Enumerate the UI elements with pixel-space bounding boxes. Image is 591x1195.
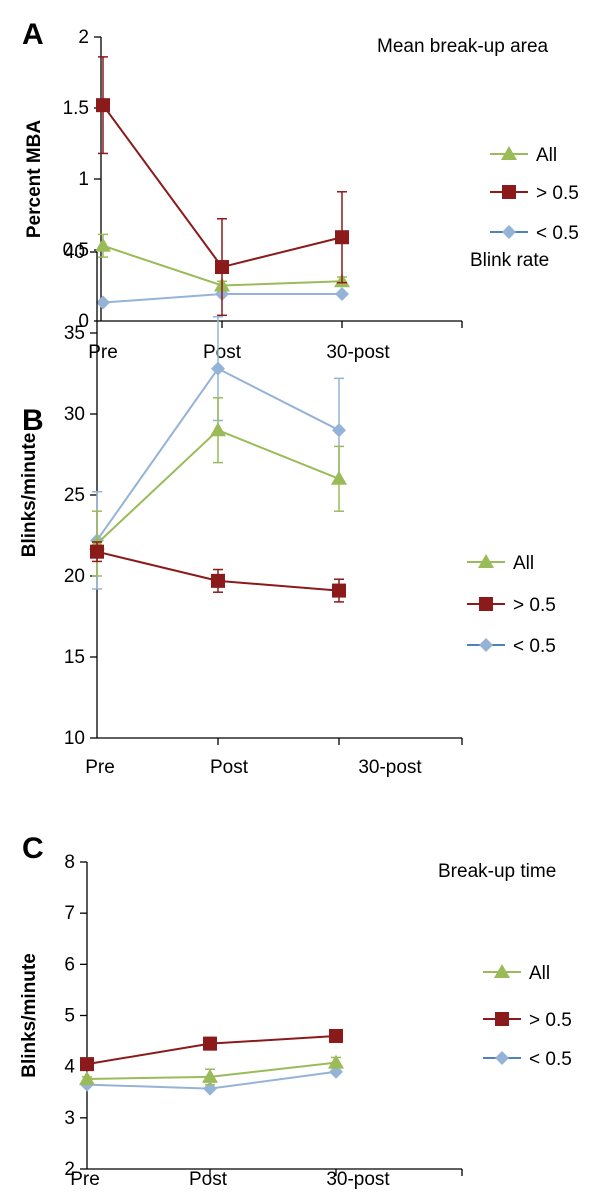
y-tick-label: 8 xyxy=(64,852,75,873)
panel-letter: B xyxy=(22,404,44,437)
legend-marker xyxy=(501,146,517,160)
legend-marker xyxy=(502,225,516,239)
data-point xyxy=(80,1057,94,1072)
data-point xyxy=(332,423,346,438)
y-tick-label: 1 xyxy=(78,169,89,190)
panel-letter: A xyxy=(22,18,44,51)
y-axis-label: Blinks/minute xyxy=(19,953,40,1078)
data-point xyxy=(202,1068,218,1083)
x-tick-label: Post xyxy=(210,757,249,778)
y-tick-label: 25 xyxy=(64,485,85,506)
data-point xyxy=(95,237,111,252)
legend-label: < 0.5 xyxy=(529,1049,572,1070)
y-axis-label: Percent MBA xyxy=(24,120,45,239)
legend-label: > 0.5 xyxy=(513,595,556,616)
y-axis-label: Blinks/minute xyxy=(19,433,40,558)
legend: All > 0.5 < 0.5 xyxy=(467,553,556,657)
x-tick-label: 30-post xyxy=(326,1169,390,1190)
y-tick-label: 2 xyxy=(64,1159,75,1180)
x-tick-label: Pre xyxy=(88,342,118,363)
legend: All > 0.5 < 0.5 xyxy=(483,963,572,1070)
y-tick-label: 5 xyxy=(64,1006,75,1027)
legend-marker xyxy=(494,964,510,978)
chart-panel-a: A Mean break-up area Percent MBA 0 0.5 1 1.5 2 P… xyxy=(22,18,579,363)
y-tick-label: 4 xyxy=(64,1057,75,1078)
series-gt-0-5 xyxy=(80,1028,343,1072)
x-tick-label: Post xyxy=(203,342,242,363)
y-tick-label: 7 xyxy=(64,903,75,924)
panel-letter: C xyxy=(22,832,44,865)
y-tick-label: 3 xyxy=(64,1108,75,1129)
y-tick-label: 35 xyxy=(64,323,85,344)
legend-label: < 0.5 xyxy=(513,636,556,657)
y-tick-label: 0.5 xyxy=(63,240,89,261)
y-tick-label: 0 xyxy=(78,311,89,332)
chart-panel-c: C Break-up time Blinks/minute 2 3 4 5 6 7 8 Pre Pos… xyxy=(19,832,572,1190)
data-point xyxy=(332,583,346,598)
legend-marker xyxy=(478,554,494,568)
x-tick-label: Pre xyxy=(70,1169,100,1190)
legend-label: > 0.5 xyxy=(536,183,579,204)
series-all xyxy=(89,397,347,577)
data-point xyxy=(203,1036,217,1051)
data-point xyxy=(96,98,110,113)
legend-label: All xyxy=(529,963,550,984)
series-all xyxy=(79,1054,344,1086)
x-tick-label: 30-post xyxy=(326,342,390,363)
x-tick-label: 30-post xyxy=(358,757,422,778)
data-point xyxy=(335,230,349,245)
data-point xyxy=(79,1070,95,1085)
legend-marker xyxy=(502,185,516,199)
chart-title: Blink rate xyxy=(470,250,549,271)
x-tick-label: Post xyxy=(189,1169,228,1190)
y-tick-label: 15 xyxy=(64,647,85,668)
data-point xyxy=(90,544,104,559)
series-gt-0-5 xyxy=(96,56,349,317)
legend-label: All xyxy=(536,145,557,166)
chart-title: Break-up time xyxy=(438,861,556,882)
data-point xyxy=(211,361,225,376)
chart-panel-b: B Blink rate Blinks/minute 10 15 20 25 30 35 40 Pr… xyxy=(19,242,556,778)
data-point xyxy=(210,422,226,437)
legend-label: > 0.5 xyxy=(529,1010,572,1031)
data-point xyxy=(211,573,225,588)
data-point xyxy=(331,470,347,485)
data-point xyxy=(328,1054,344,1069)
y-tick-label: 40 xyxy=(64,242,85,263)
data-point xyxy=(335,287,349,302)
y-tick-label: 1.5 xyxy=(63,98,89,119)
data-point xyxy=(215,260,229,275)
legend-marker xyxy=(495,1012,509,1026)
data-point xyxy=(96,295,110,310)
legend-label: All xyxy=(513,553,534,574)
chart-title: Mean break-up area xyxy=(377,36,549,57)
y-tick-label: 10 xyxy=(64,728,85,749)
y-tick-label: 6 xyxy=(64,954,75,975)
legend-marker xyxy=(495,1051,509,1065)
series-gt-0-5 xyxy=(90,541,346,603)
data-point xyxy=(329,1028,343,1043)
legend-marker xyxy=(479,597,493,611)
legend-label: < 0.5 xyxy=(536,223,579,244)
legend: All > 0.5 < 0.5 xyxy=(490,145,579,244)
x-tick-label: Pre xyxy=(85,757,115,778)
y-tick-label: 30 xyxy=(64,404,85,425)
y-tick-label: 20 xyxy=(64,566,85,587)
y-tick-label: 2 xyxy=(78,27,89,48)
legend-marker xyxy=(479,638,493,652)
